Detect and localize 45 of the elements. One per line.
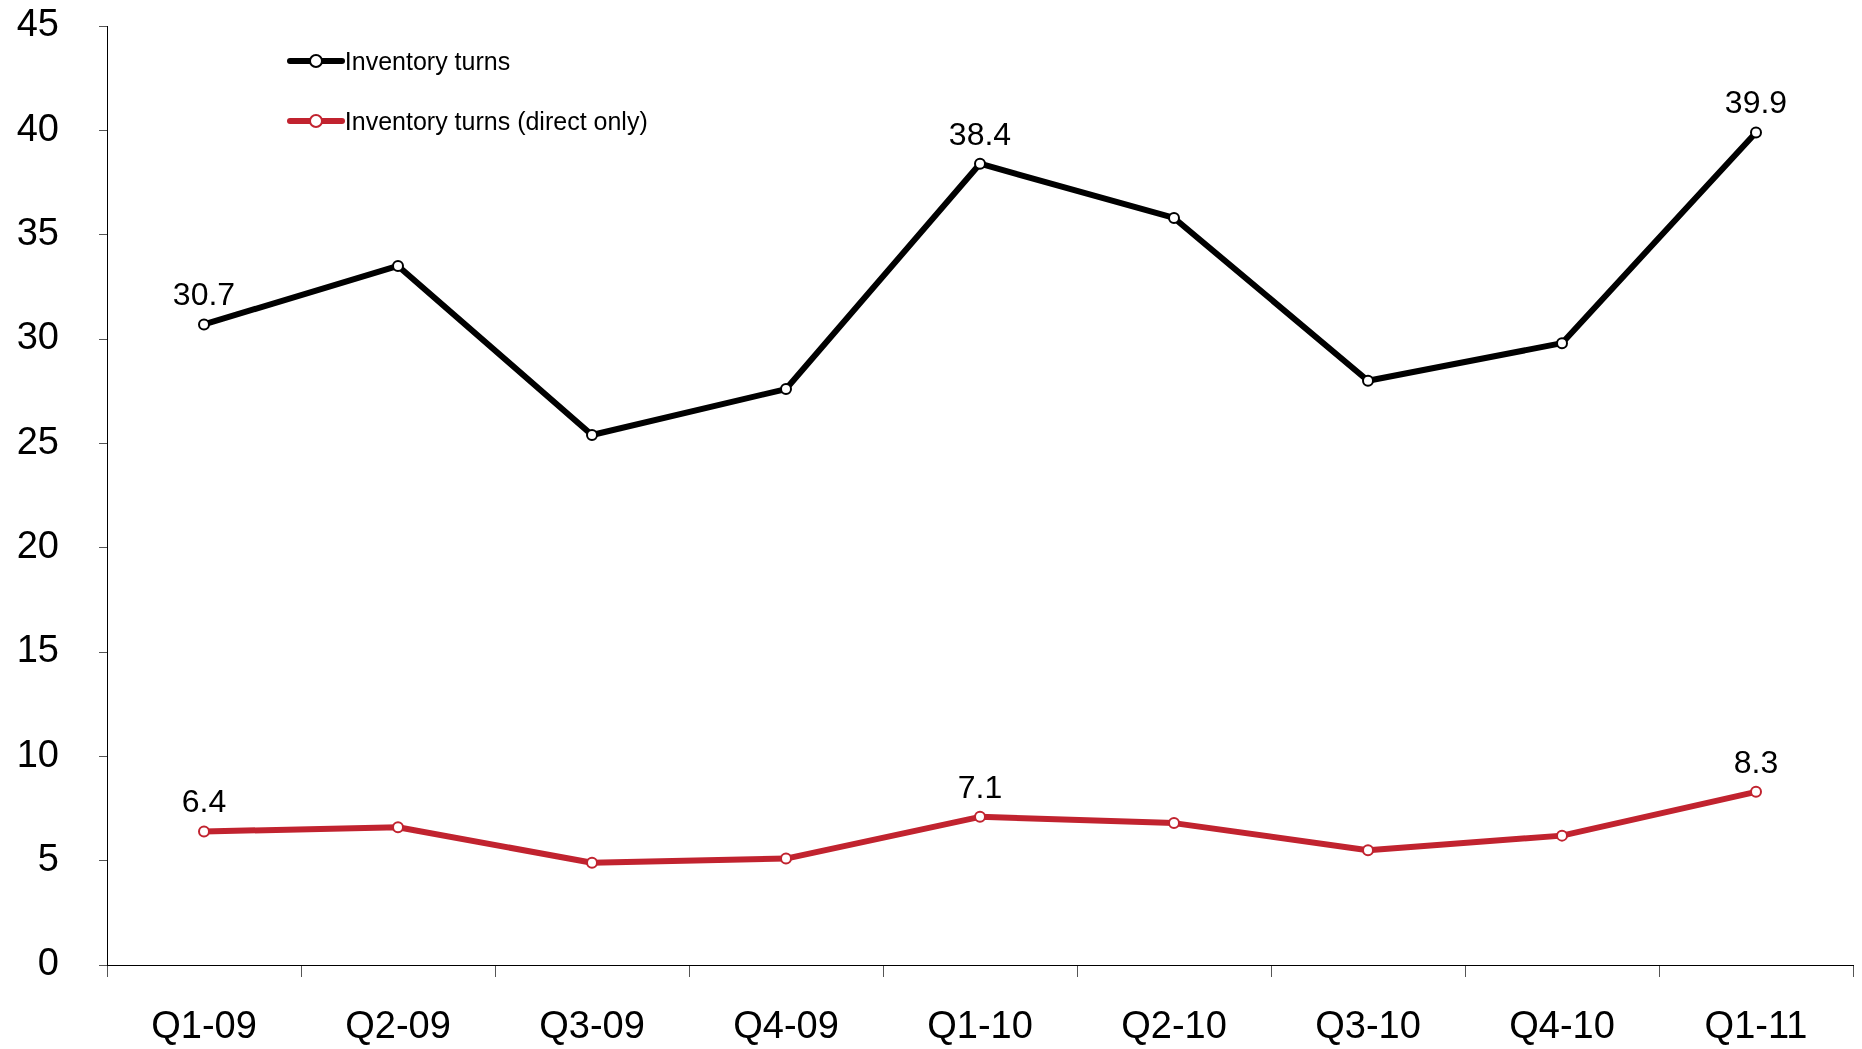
point xyxy=(1168,211,1180,224)
point xyxy=(198,318,210,331)
y-tick-label: 20 xyxy=(16,524,59,567)
data-label: 6.4 xyxy=(181,783,227,820)
point xyxy=(1556,337,1568,350)
point xyxy=(780,383,792,396)
point xyxy=(198,825,210,838)
point xyxy=(392,821,404,834)
point xyxy=(392,259,404,272)
data-label: 38.4 xyxy=(948,115,1012,152)
x-tick-label: Q1-11 xyxy=(1704,1004,1808,1047)
data-label: 8.3 xyxy=(1733,743,1779,780)
point xyxy=(974,810,986,823)
point xyxy=(1750,126,1762,139)
point xyxy=(1750,785,1762,798)
y-tick-label: 0 xyxy=(37,941,59,984)
x-tick-label: Q3-09 xyxy=(539,1004,645,1047)
point xyxy=(586,856,598,869)
x-tick-label: Q2-09 xyxy=(345,1004,451,1047)
x-tick-label: Q4-10 xyxy=(1509,1004,1615,1047)
point xyxy=(586,428,598,441)
x-tick-label: Q3-10 xyxy=(1315,1004,1421,1047)
y-tick-label: 30 xyxy=(16,315,59,358)
y-tick-label: 10 xyxy=(16,732,59,775)
x-tick-label: Q2-10 xyxy=(1121,1004,1227,1047)
point xyxy=(1362,844,1374,857)
x-tick-label: Q1-09 xyxy=(151,1004,257,1047)
y-tick-label: 25 xyxy=(16,419,59,462)
legend-label: Inventory turns xyxy=(344,46,511,77)
point xyxy=(780,852,792,865)
point xyxy=(974,157,986,170)
y-tick-label: 15 xyxy=(16,628,59,671)
legend-label: Inventory turns (direct only) xyxy=(344,106,648,137)
data-label: 30.7 xyxy=(172,276,236,313)
point xyxy=(1556,829,1568,842)
x-tick-label: Q1-10 xyxy=(927,1004,1033,1047)
data-label: 7.1 xyxy=(957,768,1003,805)
y-tick-label: 40 xyxy=(16,106,59,149)
y-tick-label: 35 xyxy=(16,211,59,254)
point xyxy=(1362,374,1374,387)
x-tick-label: Q4-09 xyxy=(733,1004,839,1047)
point xyxy=(1168,817,1180,830)
data-label: 39.9 xyxy=(1724,84,1788,121)
y-tick-label: 5 xyxy=(37,837,59,880)
y-tick-label: 45 xyxy=(16,2,59,45)
